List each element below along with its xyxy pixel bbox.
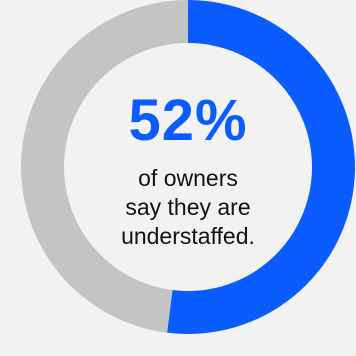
center-label: 52% of owners say they are understaffed.	[78, 90, 298, 251]
donut-slice-primary	[167, 0, 355, 334]
donut-slice-remainder	[20, 0, 188, 333]
percentage-value: 52%	[128, 88, 248, 153]
caption-line-2: say they are	[125, 194, 251, 220]
caption-line-1: of owners	[138, 165, 238, 191]
caption-line-3: understaffed.	[121, 223, 255, 249]
